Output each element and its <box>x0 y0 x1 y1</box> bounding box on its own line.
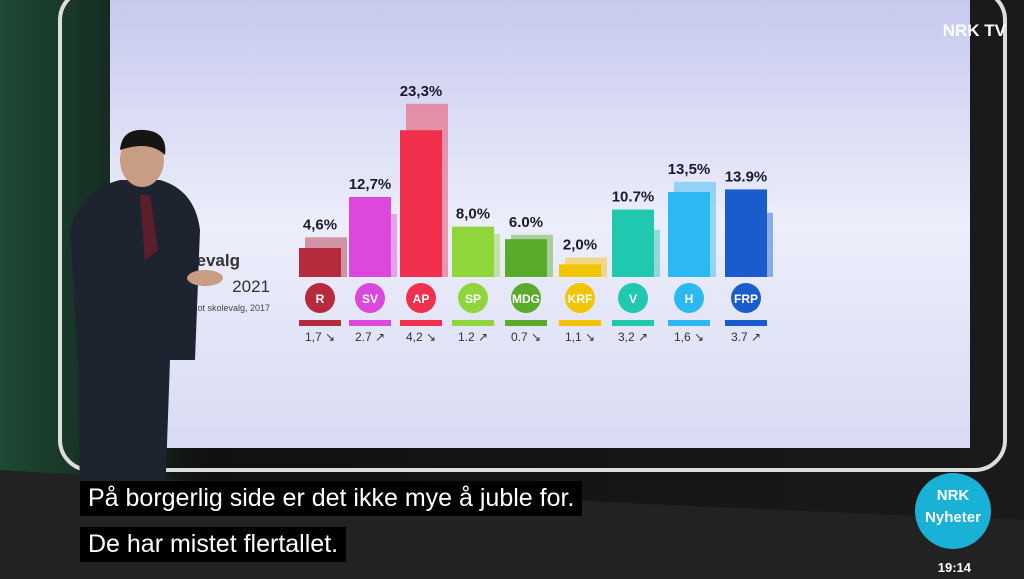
change-label: 3.7 ↗ <box>731 330 761 344</box>
party-badge <box>565 283 595 313</box>
change-label: 1,6 ↘ <box>674 330 704 344</box>
party-label: FRP <box>734 292 758 306</box>
value-label: 6.0% <box>509 214 543 231</box>
subtitle-line: På borgerlig side er det ikke mye å jubl… <box>80 481 583 516</box>
chart-subtitle: 2021 <box>232 277 270 296</box>
change-label: 1,1 ↘ <box>565 330 595 344</box>
party-label: SP <box>465 292 481 306</box>
bars: 4,6% R 1,7 ↘ 12,7% SV 2.7 ↗ 23,3% AP 4,2 ↘ 8,0% SP… <box>299 83 773 344</box>
chart-note: ing mot skolevalg, 2017 <box>175 303 270 313</box>
value-label: 10.7% <box>612 189 655 206</box>
channel-logo: NRK TV <box>943 21 1007 40</box>
change-strip <box>349 320 391 326</box>
change-strip <box>452 320 494 326</box>
value-label: 12,7% <box>349 176 392 193</box>
change-label: 3,2 ↗ <box>618 330 648 344</box>
screen <box>110 0 970 448</box>
bar <box>668 191 710 277</box>
bar <box>505 239 547 277</box>
bar <box>725 189 767 277</box>
party-badge <box>674 283 704 313</box>
party-badge <box>511 283 541 313</box>
party-label: V <box>629 292 637 306</box>
party-badge <box>406 283 436 313</box>
subtitle-line: De har mistet flertallet. <box>80 527 347 562</box>
badge-bottom: Nyheter <box>925 509 981 526</box>
party-badge <box>355 283 385 313</box>
party-badge <box>731 283 761 313</box>
bar <box>400 130 442 277</box>
change-label: 1,7 ↘ <box>305 330 335 344</box>
value-label: 13,5% <box>668 161 711 178</box>
change-strip <box>668 320 710 326</box>
value-label: 4,6% <box>303 216 337 233</box>
change-label: 1.2 ↗ <box>458 330 488 344</box>
value-label: 13.9% <box>725 168 768 185</box>
change-label: 0.7 ↘ <box>511 330 541 344</box>
party-label: MDG <box>512 292 540 306</box>
change-strip <box>400 320 442 326</box>
change-strip <box>725 320 767 326</box>
bar <box>349 196 391 277</box>
presenter <box>70 129 223 500</box>
change-strip <box>612 320 654 326</box>
party-badge <box>305 283 335 313</box>
value-label: 8,0% <box>456 206 490 223</box>
change-label: 2.7 ↗ <box>355 330 385 344</box>
value-label: 23,3% <box>400 83 443 100</box>
news-badge <box>915 473 991 549</box>
party-label: SV <box>362 292 378 306</box>
change-label: 4,2 ↘ <box>406 330 436 344</box>
badge-top: NRK <box>937 487 970 504</box>
change-strip <box>559 320 601 326</box>
party-badge <box>458 283 488 313</box>
bar <box>452 226 494 277</box>
bar <box>559 264 601 277</box>
party-label: AP <box>413 292 430 306</box>
change-strip <box>299 320 341 326</box>
party-badge <box>618 283 648 313</box>
clock: 19:14 <box>938 560 972 575</box>
party-label: KRF <box>568 292 593 306</box>
screen-frame <box>58 0 1007 472</box>
value-label: 2,0% <box>563 236 597 253</box>
bar <box>612 209 654 277</box>
bar <box>299 248 341 277</box>
party-label: R <box>316 292 325 306</box>
party-label: H <box>685 292 694 306</box>
change-strip <box>505 320 547 326</box>
